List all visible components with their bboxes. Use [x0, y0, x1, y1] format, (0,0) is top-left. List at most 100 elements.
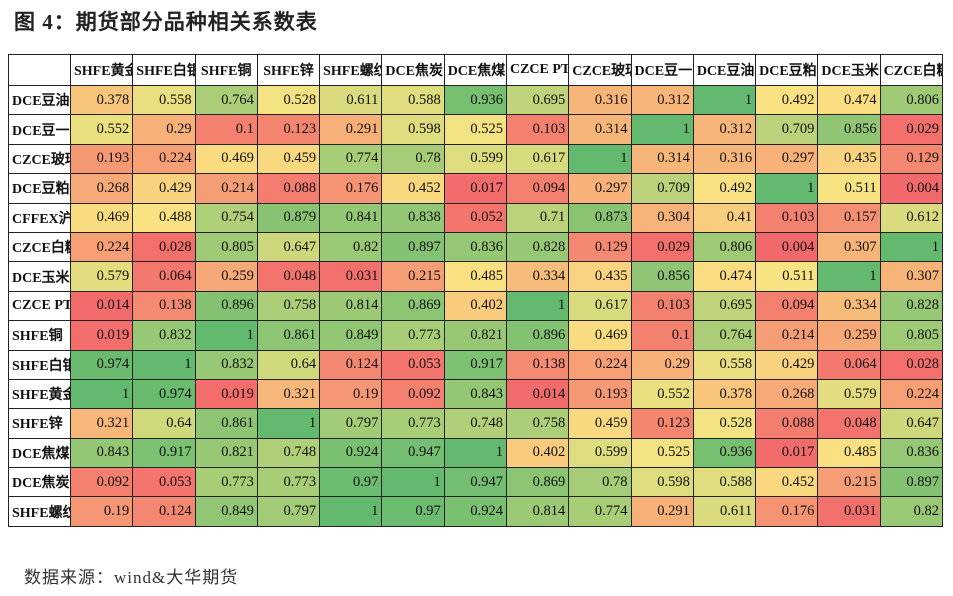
value-cell: 0.511 — [755, 261, 819, 292]
value-cell: 0.014 — [69, 290, 134, 322]
value-cell: 0.474 — [817, 84, 881, 116]
value-cell: 0.103 — [755, 202, 819, 233]
value-cell: 0.048 — [817, 408, 881, 439]
value-cell: 0.378 — [69, 84, 134, 116]
value-cell: 0.029 — [630, 231, 694, 263]
value-cell: 0.709 — [630, 173, 694, 204]
value-cell: 0.748 — [443, 408, 507, 439]
value-cell: 0.314 — [568, 114, 632, 145]
value-cell: 0.019 — [194, 378, 258, 410]
value-cell: 0.836 — [879, 437, 944, 469]
value-cell: 0.224 — [69, 231, 134, 263]
value-cell: 0.1 — [194, 114, 258, 145]
value-cell: 0.492 — [692, 173, 757, 204]
value-cell: 0.485 — [443, 261, 507, 292]
value-cell: 0.334 — [505, 261, 570, 292]
value-cell: 0.028 — [132, 231, 196, 263]
row-label: DCE玉米 — [8, 261, 71, 292]
row-label: SHFE铜 — [8, 320, 71, 351]
value-cell: 0.832 — [132, 320, 196, 351]
value-cell: 0.841 — [319, 202, 383, 233]
value-cell: 0.78 — [381, 143, 445, 175]
value-cell: 0.843 — [69, 437, 134, 469]
value-cell: 0.861 — [194, 408, 258, 439]
value-cell: 0.307 — [879, 261, 944, 292]
corner-cell — [8, 54, 71, 86]
value-cell: 0.588 — [692, 467, 757, 498]
value-cell: 0.611 — [319, 84, 383, 116]
value-cell: 0.469 — [69, 202, 134, 233]
value-cell: 0.861 — [256, 320, 321, 351]
value-cell: 0.617 — [505, 143, 570, 175]
value-cell: 0.064 — [132, 261, 196, 292]
column-header: CZCE玻璃 — [568, 54, 632, 86]
value-cell: 0.64 — [132, 408, 196, 439]
value-cell: 0.103 — [630, 290, 694, 322]
value-cell: 0.598 — [381, 114, 445, 145]
value-cell: 0.017 — [755, 437, 819, 469]
value-cell: 0.129 — [879, 143, 944, 175]
value-cell: 0.797 — [319, 408, 383, 439]
value-cell: 0.579 — [69, 261, 134, 292]
value-cell: 0.193 — [69, 143, 134, 175]
value-cell: 0.599 — [568, 437, 632, 469]
value-cell: 0.647 — [256, 231, 321, 263]
value-cell: 0.897 — [381, 231, 445, 263]
value-cell: 0.558 — [132, 84, 196, 116]
value-cell: 0.611 — [692, 496, 757, 527]
value-cell: 0.695 — [505, 84, 570, 116]
value-cell: 0.869 — [505, 467, 570, 498]
value-cell: 0.316 — [692, 143, 757, 175]
value-cell: 0.031 — [319, 261, 383, 292]
column-header: SHFE黄金 — [69, 54, 134, 86]
value-cell: 0.774 — [319, 143, 383, 175]
value-cell: 0.525 — [443, 114, 507, 145]
value-cell: 0.312 — [630, 84, 694, 116]
row-label: CZCE玻璃 — [8, 143, 71, 175]
value-cell: 0.774 — [568, 496, 632, 527]
value-cell: 0.138 — [505, 349, 570, 380]
value-cell: 0.828 — [505, 231, 570, 263]
value-cell: 0.836 — [443, 231, 507, 263]
value-cell: 0.053 — [381, 349, 445, 380]
value-cell: 0.528 — [256, 84, 321, 116]
value-cell: 0.307 — [817, 231, 881, 263]
value-cell: 1 — [69, 378, 134, 410]
value-cell: 0.321 — [69, 408, 134, 439]
value-cell: 0.896 — [505, 320, 570, 351]
value-cell: 0.215 — [381, 261, 445, 292]
value-cell: 0.29 — [630, 349, 694, 380]
table-row: SHFE螺纹 0.19 0.124 0.849 0.797 1 0.97 0.924 0.814… — [8, 496, 944, 527]
value-cell: 0.773 — [194, 467, 258, 498]
value-cell: 0.259 — [194, 261, 258, 292]
value-cell: 0.709 — [755, 114, 819, 145]
table-body: DCE豆油 0.378 0.558 0.764 0.528 0.611 0.588 0.936… — [8, 84, 944, 527]
value-cell: 1 — [256, 408, 321, 439]
value-cell: 0.821 — [194, 437, 258, 469]
value-cell: 0.176 — [755, 496, 819, 527]
value-cell: 0.849 — [319, 320, 383, 351]
value-cell: 1 — [692, 84, 757, 116]
column-header: SHFE锌 — [256, 54, 321, 86]
value-cell: 0.71 — [505, 202, 570, 233]
value-cell: 0.82 — [879, 496, 944, 527]
value-cell: 0.224 — [568, 349, 632, 380]
value-cell: 1 — [319, 496, 383, 527]
column-header: DCE豆油 — [692, 54, 757, 86]
value-cell: 0.764 — [194, 84, 258, 116]
value-cell: 0.014 — [505, 378, 570, 410]
table-row: DCE豆粕 0.268 0.429 0.214 0.088 0.176 0.452 0.017… — [8, 173, 944, 204]
value-cell: 0.97 — [319, 467, 383, 498]
value-cell: 0.176 — [319, 173, 383, 204]
value-cell: 0.268 — [69, 173, 134, 204]
value-cell: 0.974 — [132, 378, 196, 410]
value-cell: 1 — [755, 173, 819, 204]
column-header: DCE玉米 — [817, 54, 881, 86]
value-cell: 0.599 — [443, 143, 507, 175]
source-note: 数据来源：wind&大华期货 — [24, 568, 239, 587]
value-cell: 0.297 — [755, 143, 819, 175]
value-cell: 0.64 — [256, 349, 321, 380]
value-cell: 0.797 — [256, 496, 321, 527]
value-cell: 0.748 — [256, 437, 321, 469]
value-cell: 0.806 — [692, 231, 757, 263]
